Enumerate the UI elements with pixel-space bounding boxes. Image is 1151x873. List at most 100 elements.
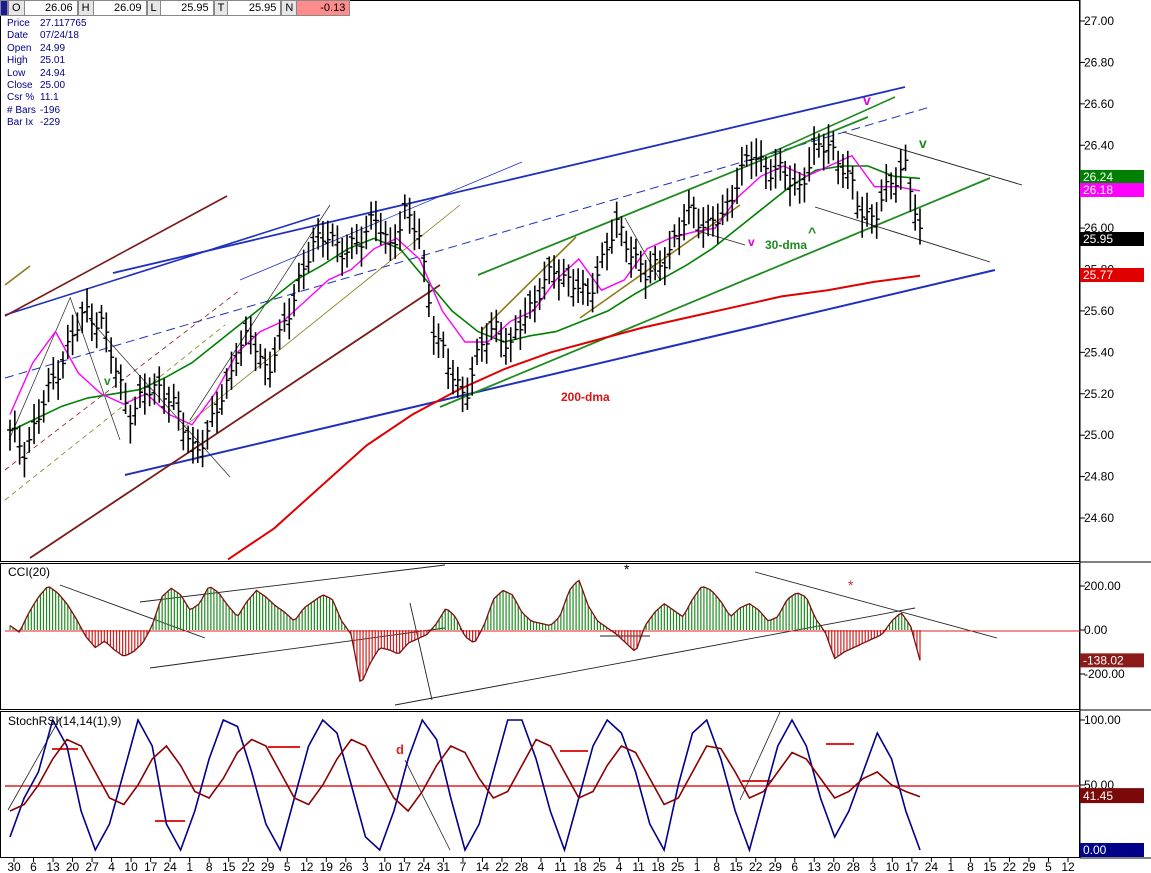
x-tick-label: 10 — [124, 860, 138, 873]
x-tick-label: 22 — [495, 860, 509, 873]
x-tick-label: 8 — [967, 860, 974, 873]
info-label: Low — [7, 67, 26, 79]
x-tick-label: 27 — [85, 860, 99, 873]
x-tick-label: 17 — [905, 860, 919, 873]
stoch-tick-label: 100.00 — [1084, 713, 1121, 727]
cci-value-tag — [1080, 653, 1144, 668]
price-bars-group — [7, 124, 923, 478]
ohlc-toolbar: O 26.06 H 26.09 L 25.95 T 25.95 N -0.13 — [0, 0, 351, 16]
x-tick-label: 17 — [144, 860, 158, 873]
cci-histogram — [9, 579, 921, 683]
info-value: 27.117765 — [40, 18, 87, 29]
info-value: 24.99 — [40, 42, 66, 54]
x-tick-label: 20 — [66, 860, 80, 873]
info-label: High — [7, 55, 28, 67]
x-tick-label: 14 — [476, 860, 490, 873]
toolbar-color-swatch — [0, 0, 8, 16]
x-tick-label: 5 — [284, 860, 291, 873]
x-tick-label: 1 — [186, 860, 193, 873]
x-tick-label: 22 — [749, 860, 763, 873]
info-label: Open — [7, 42, 32, 54]
x-tick-label: 22 — [242, 860, 256, 873]
x-tick-label: 31 — [437, 860, 451, 873]
info-value: -196 — [40, 104, 61, 116]
value-tag-label: 25.77 — [1083, 268, 1113, 282]
price-trendlines — [4, 86, 1023, 559]
price-tick-label: 26.00 — [1084, 221, 1114, 235]
info-row-csr: Csr % 11.1 — [7, 92, 87, 104]
x-tick-label: 1 — [948, 860, 955, 873]
value-tag — [1080, 170, 1144, 184]
x-tick-label: 28 — [515, 860, 529, 873]
low-key: L — [146, 0, 161, 16]
price-tick-label: 27.00 — [1084, 14, 1114, 28]
x-tick-label: 24 — [417, 860, 431, 873]
x-tick-label: 24 — [163, 860, 177, 873]
info-value: 24.94 — [40, 67, 66, 79]
value-tag — [1080, 268, 1144, 282]
marker-v-small-green: v — [104, 374, 111, 388]
stoch-value-tag — [1080, 788, 1144, 804]
stoch-series-group — [9, 717, 921, 853]
x-tick-label: 26 — [339, 860, 353, 873]
stoch-marks — [52, 743, 854, 822]
x-tick-label: 29 — [1022, 860, 1036, 873]
info-label: # Bars — [7, 104, 36, 116]
stoch-value-tag-2-label: 0.00 — [1083, 843, 1107, 857]
x-tick-label: 13 — [808, 860, 822, 873]
info-row-close: Close 25.00 — [7, 80, 87, 92]
price-tick-label: 26.80 — [1084, 55, 1114, 69]
cci-panel — [0, 563, 1080, 710]
x-tick-label: 25 — [593, 860, 607, 873]
stoch-trendlines — [7, 711, 781, 851]
info-value: -229 — [40, 117, 61, 129]
info-value: 25.00 — [40, 80, 66, 92]
dma30-label: 30-dma — [765, 238, 807, 252]
stoch-title: StochRSI(14,14(1),9) — [8, 714, 121, 728]
price-tick-label: 25.00 — [1084, 428, 1114, 442]
x-tick-label: 13 — [46, 860, 60, 873]
x-tick-label: 3 — [869, 860, 876, 873]
x-tick-label: 6 — [30, 860, 37, 873]
cci-y-axis: 200.00 0.00 -200.00 — [1080, 579, 1125, 681]
cci-title: CCI(20) — [8, 565, 50, 579]
info-label: Csr % — [7, 92, 35, 104]
close-key: T — [213, 0, 229, 16]
change-value: -0.13 — [297, 0, 351, 16]
x-tick-label: 24 — [925, 860, 939, 873]
stoch-line-0 — [9, 717, 921, 853]
value-tag-label: 26.18 — [1083, 183, 1113, 197]
close-value: 25.95 — [228, 0, 282, 16]
x-tick-label: 7 — [460, 860, 467, 873]
x-tick-label: 12 — [300, 860, 314, 873]
x-tick-label: 28 — [847, 860, 861, 873]
price-tick-label: 24.60 — [1084, 511, 1114, 525]
info-label: Price — [7, 18, 30, 29]
info-row-open: Open 24.99 — [7, 43, 87, 55]
series-line-30-dma — [9, 165, 921, 432]
x-tick-label: 6 — [791, 860, 798, 873]
stoch-line-1 — [9, 738, 921, 813]
cci-star-black: * — [624, 561, 630, 577]
price-tick-label: 25.20 — [1084, 387, 1114, 401]
x-tick-label: 3 — [362, 860, 369, 873]
x-tick-label: 15 — [730, 860, 744, 873]
x-tick-label: 11 — [554, 860, 567, 873]
info-row-barix: Bar Ix -229 — [7, 117, 87, 129]
x-tick-label: 25 — [671, 860, 685, 873]
x-tick-label: 8 — [206, 860, 213, 873]
x-tick-label: 4 — [538, 860, 545, 873]
info-value: 07/24/18 — [40, 30, 79, 42]
x-tick-label: 15 — [222, 860, 236, 873]
x-tick-label: 18 — [651, 860, 665, 873]
cci-tick-label: -200.00 — [1084, 667, 1125, 681]
stochrsi-panel — [0, 711, 1080, 858]
marker-v-green: v — [919, 135, 927, 151]
marker-v-small-magenta: v — [748, 235, 755, 249]
cci-star-red: * — [848, 577, 854, 593]
stoch-marker-d: d — [396, 742, 404, 757]
x-tick-label: 10 — [886, 860, 900, 873]
cci-tick-label: 200.00 — [1084, 579, 1121, 593]
cci-value-tag-label: -138.02 — [1083, 653, 1124, 667]
